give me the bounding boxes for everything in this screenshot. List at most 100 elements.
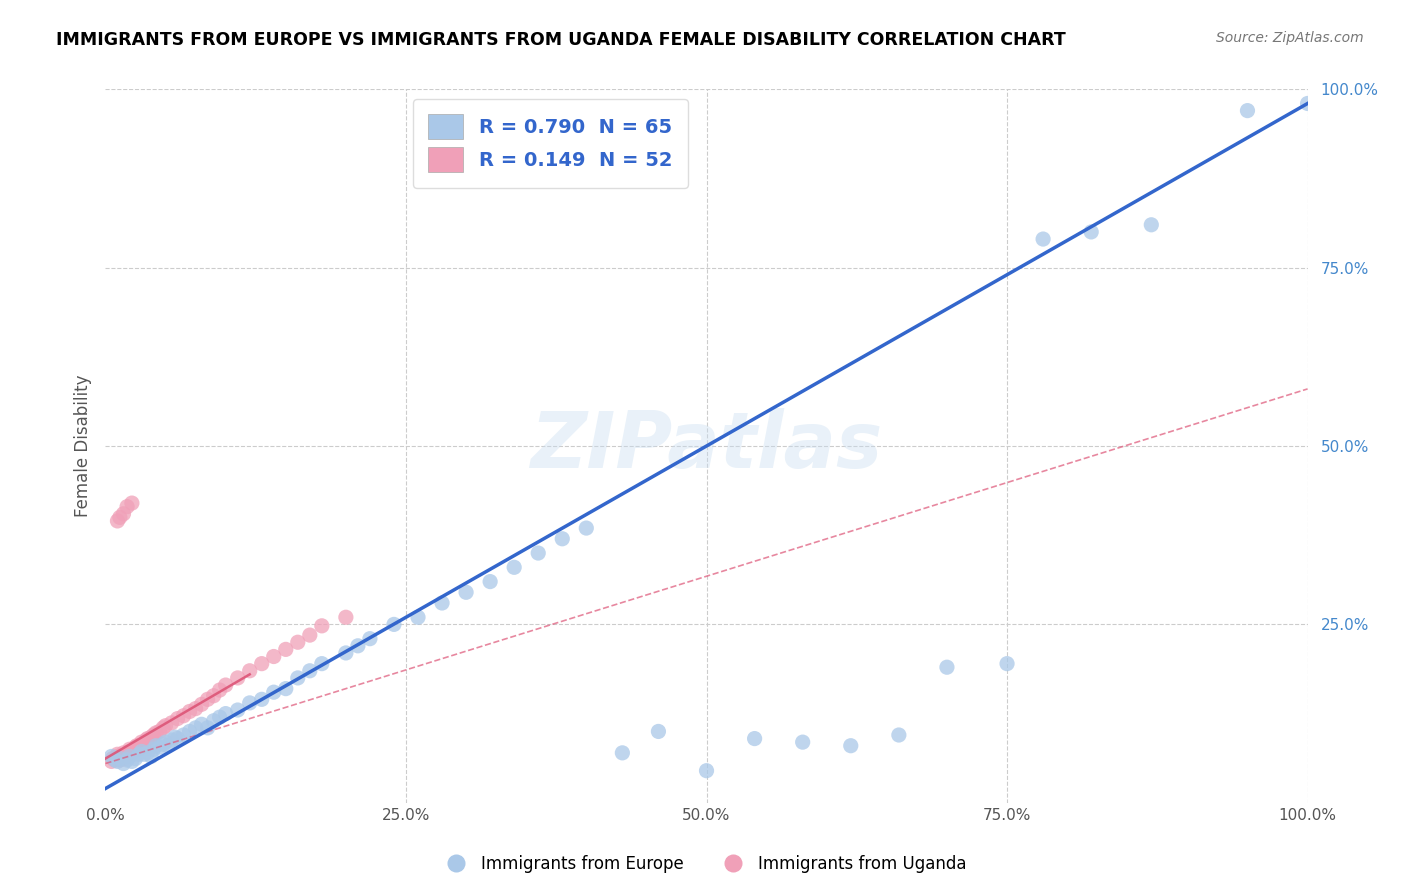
Point (250, 657, 273, 671)
Point (792, 735, 814, 749)
Point (155, 719, 177, 733)
Point (190, 698, 212, 712)
Point (115, 500, 138, 514)
Point (145, 739, 167, 753)
Point (575, 521, 598, 535)
Point (184, 721, 207, 735)
Point (160, 715, 183, 730)
Point (936, 660, 959, 674)
Point (454, 585, 477, 599)
Point (527, 546, 550, 560)
Point (118, 749, 141, 764)
Point (128, 742, 150, 756)
Point (208, 683, 231, 698)
Point (274, 681, 297, 696)
Point (995, 657, 1018, 671)
Point (107, 755, 129, 769)
Point (104, 753, 127, 767)
Point (131, 735, 153, 749)
Point (197, 692, 219, 706)
Point (125, 739, 148, 753)
Legend: R = 0.790  N = 65, R = 0.149  N = 52: R = 0.790 N = 65, R = 0.149 N = 52 (412, 99, 688, 188)
Point (179, 705, 201, 719)
Point (115, 753, 138, 767)
Legend: Immigrants from Europe, Immigrants from Uganda: Immigrants from Europe, Immigrants from … (433, 848, 973, 880)
Point (100, 755, 122, 769)
Point (104, 753, 127, 767)
Point (124, 742, 146, 756)
Point (1236, 103, 1258, 118)
Point (839, 739, 862, 753)
Point (250, 692, 273, 706)
Point (135, 733, 157, 747)
Point (226, 703, 249, 717)
Point (1140, 218, 1163, 232)
Point (132, 737, 155, 751)
Point (131, 739, 153, 753)
Point (197, 721, 219, 735)
Point (214, 678, 236, 692)
Point (190, 717, 212, 731)
Point (139, 730, 162, 744)
Point (184, 701, 207, 715)
Point (202, 714, 225, 728)
Point (165, 730, 187, 744)
Point (115, 747, 138, 762)
Point (479, 574, 502, 589)
Point (274, 642, 297, 657)
Point (112, 507, 135, 521)
Point (647, 724, 669, 739)
Point (121, 496, 143, 510)
Point (214, 706, 236, 721)
Point (298, 628, 321, 642)
Point (359, 632, 381, 646)
Point (155, 735, 177, 749)
Point (118, 742, 141, 756)
Point (124, 751, 146, 765)
Point (335, 610, 357, 624)
Point (208, 710, 231, 724)
Point (107, 514, 129, 528)
Point (131, 744, 153, 758)
Point (226, 671, 249, 685)
Point (287, 635, 309, 649)
Point (263, 649, 285, 664)
Point (121, 755, 143, 769)
Point (152, 721, 174, 735)
Point (612, 746, 634, 760)
Point (382, 617, 405, 632)
Point (124, 740, 146, 755)
Point (108, 753, 131, 767)
Point (406, 610, 429, 624)
Point (503, 560, 526, 574)
Point (1032, 232, 1054, 246)
Point (179, 724, 201, 739)
Point (128, 747, 150, 762)
Point (111, 749, 134, 764)
Point (311, 657, 333, 671)
Point (148, 724, 170, 739)
Point (121, 746, 143, 760)
Point (136, 746, 159, 760)
Text: Source: ZipAtlas.com: Source: ZipAtlas.com (1216, 31, 1364, 45)
Point (100, 749, 122, 764)
Point (107, 749, 129, 764)
Text: ZIPatlas: ZIPatlas (530, 408, 883, 484)
Point (311, 619, 333, 633)
Point (108, 510, 131, 524)
Point (107, 747, 129, 762)
Point (136, 731, 159, 746)
Point (1080, 225, 1102, 239)
Point (148, 740, 170, 755)
Point (142, 728, 165, 742)
Point (887, 728, 910, 742)
Point (112, 746, 135, 760)
Point (263, 685, 285, 699)
Point (298, 664, 321, 678)
Point (139, 749, 162, 764)
Text: IMMIGRANTS FROM EUROPE VS IMMIGRANTS FROM UGANDA FEMALE DISABILITY CORRELATION C: IMMIGRANTS FROM EUROPE VS IMMIGRANTS FRO… (56, 31, 1066, 49)
Point (551, 532, 574, 546)
Point (744, 731, 766, 746)
Point (1296, 96, 1319, 111)
Point (101, 751, 124, 765)
